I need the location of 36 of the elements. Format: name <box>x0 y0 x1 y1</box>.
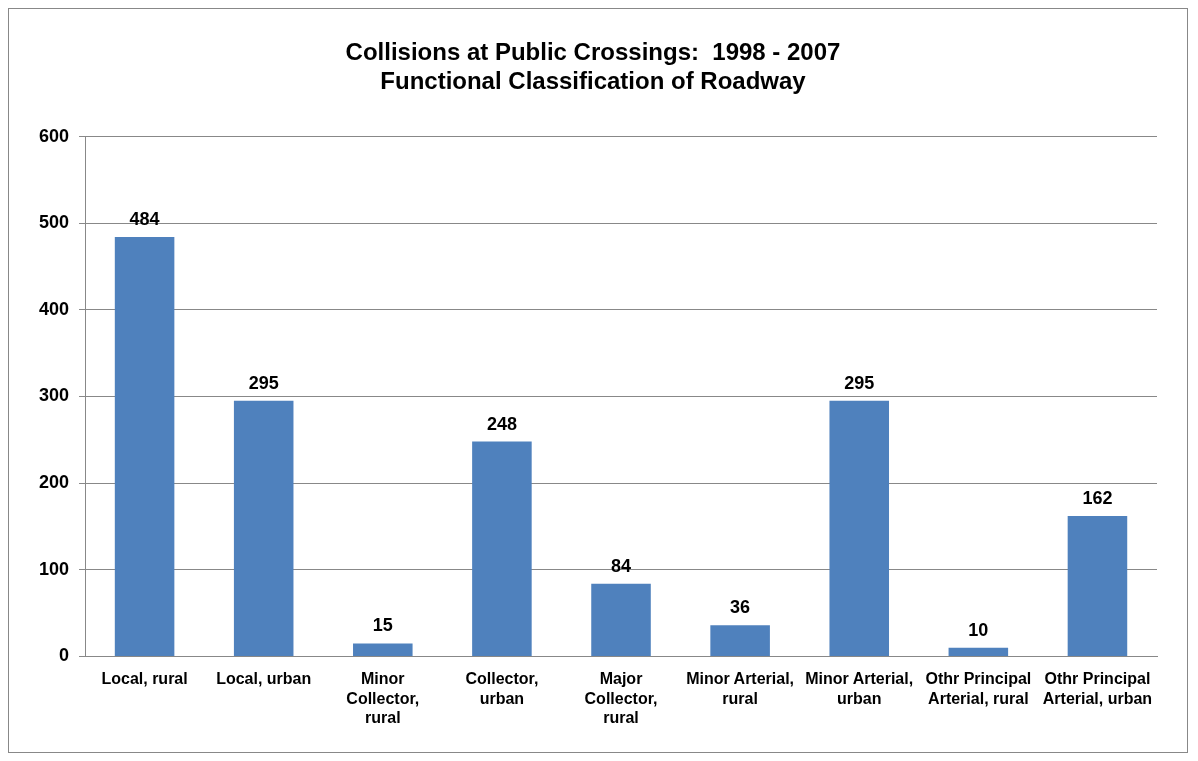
x-tick-label: Minor Arterial, urban <box>805 670 914 707</box>
x-tick-label: Othr Principal Arterial, rural <box>925 670 1032 707</box>
bar <box>233 400 294 656</box>
x-tick-label: Local, rural <box>101 670 188 688</box>
bar <box>591 583 651 656</box>
x-tick-label: Major Collector, rural <box>584 670 658 726</box>
y-tick-label: 200 <box>38 472 70 493</box>
bar <box>114 237 175 656</box>
x-tick-label: Minor Arterial, rural <box>686 670 795 707</box>
bar <box>710 625 770 656</box>
data-label: 162 <box>1082 488 1113 509</box>
y-tick-label: 300 <box>38 385 70 406</box>
bar <box>829 400 890 656</box>
data-label: 295 <box>248 372 279 393</box>
x-tick-label: Collector, urban <box>465 670 539 707</box>
data-label: 15 <box>372 615 393 636</box>
y-tick-label: 100 <box>38 558 70 579</box>
x-tick-label: Othr Principal Arterial, urban <box>1042 670 1153 707</box>
bar <box>1067 516 1128 656</box>
bar <box>948 647 1009 656</box>
data-label: 36 <box>730 597 751 618</box>
data-label: 295 <box>844 372 875 393</box>
chart-subtitle: Functional Classification of Roadway <box>380 66 807 94</box>
y-tick-label: 600 <box>38 125 70 146</box>
data-label: 10 <box>968 619 989 640</box>
chart-title: Collisions at Public Crossings: 1998 - 2007 <box>345 38 841 66</box>
x-tick-label: Minor Collector, rural <box>346 670 420 726</box>
data-label: 248 <box>486 413 517 434</box>
data-label: 84 <box>611 555 632 576</box>
bar <box>472 441 532 656</box>
x-tick-label: Local, urban <box>216 670 312 688</box>
y-tick-label: 500 <box>38 212 70 233</box>
bar <box>353 643 413 656</box>
y-tick-label: 400 <box>38 298 70 319</box>
data-label: 484 <box>129 209 160 230</box>
y-tick-label: 0 <box>59 645 70 666</box>
